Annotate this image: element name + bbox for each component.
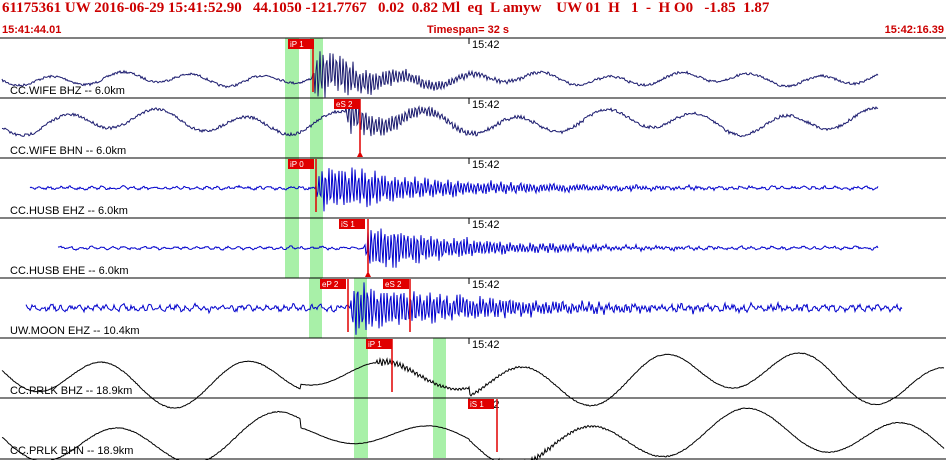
- waveform: [1, 407, 945, 460]
- trace-panel[interactable]: 15:42 UW.MOON EHZ -- 10.4km eP 2 eS 2: [0, 277, 946, 338]
- pick-flag[interactable]: [383, 279, 409, 289]
- pick-flag-label: iP 1: [290, 40, 304, 49]
- event-header: 61175361 UW 2016-06-29 15:41:52.90 44.10…: [0, 0, 946, 24]
- pick-flag[interactable]: [334, 99, 360, 109]
- time-window-highlight: [285, 158, 299, 218]
- time-window-highlight: [354, 338, 368, 398]
- pick-flag-label: iS 1: [341, 220, 355, 229]
- station-label: CC.WIFE BHN -- 6.0km: [10, 145, 126, 157]
- end-time-label: 15:42:16.39: [884, 24, 944, 36]
- pick-flag[interactable]: [288, 159, 314, 169]
- event-summary-line: 61175361 UW 2016-06-29 15:41:52.90 44.10…: [2, 0, 770, 16]
- waveform: [25, 282, 903, 335]
- timespan-label: Timespan= 32 s: [427, 24, 510, 36]
- waveform: [1, 51, 879, 98]
- station-label: CC.WIFE BHZ -- 6.0km: [10, 85, 125, 97]
- time-window-highlight: [433, 338, 446, 398]
- time-window-highlight: [310, 98, 323, 158]
- waveform: [29, 167, 879, 212]
- time-window-highlight: [354, 398, 368, 458]
- trace-panel[interactable]: 15:42 CC.WIFE BHZ -- 6.0km iP 1: [0, 37, 946, 98]
- minute-label: 15:42: [472, 339, 500, 351]
- pick-flag[interactable]: [339, 219, 365, 229]
- pick-flag[interactable]: [288, 39, 314, 49]
- time-window-highlight: [433, 398, 446, 458]
- station-label: CC.HUSB EHZ -- 6.0km: [10, 205, 128, 217]
- pick-flag[interactable]: [366, 339, 392, 349]
- station-label: CC.PRLK BHZ -- 18.9km: [10, 385, 132, 397]
- waveform: [57, 228, 879, 268]
- pick-flag-label: eP 2: [322, 280, 339, 289]
- pick-flag-label: eS 2: [385, 280, 402, 289]
- pick-flag[interactable]: [468, 399, 494, 409]
- waveform: [1, 100, 879, 138]
- pick-arrow-icon: [357, 151, 363, 157]
- waveform: [1, 352, 945, 409]
- minute-label: 15:42: [472, 279, 500, 291]
- time-window-highlight: [285, 98, 299, 158]
- station-label: UW.MOON EHZ -- 10.4km: [10, 325, 140, 337]
- pick-flag-label: iS 1: [470, 400, 484, 409]
- pick-flag-label: iP 1: [368, 340, 382, 349]
- start-time-label: 15:41:44.01: [2, 24, 62, 36]
- time-window-highlight: [285, 218, 299, 278]
- pick-arrow-icon: [365, 271, 371, 277]
- trace-panel[interactable]: 15:42 CC.HUSB EHE -- 6.0km iS 1: [0, 217, 946, 278]
- pick-flag-label: eS 2: [336, 100, 353, 109]
- minute-label: 15:42: [472, 39, 500, 51]
- station-label: CC.PRLK BHN -- 18.9km: [10, 445, 133, 457]
- trace-panel[interactable]: 15:42 CC.PRLK BHZ -- 18.9km iP 1: [0, 337, 946, 409]
- minute-label: 15:42: [472, 159, 500, 171]
- trace-panel[interactable]: 15:42 CC.HUSB EHZ -- 6.0km iP 0: [0, 157, 946, 218]
- minute-label: 15:42: [472, 99, 500, 111]
- trace-panel[interactable]: 15:42 CC.WIFE BHN -- 6.0km eS 2: [0, 97, 946, 158]
- station-label: CC.HUSB EHE -- 6.0km: [10, 265, 129, 277]
- pick-flag-label: iP 0: [290, 160, 304, 169]
- minute-label: 15:42: [472, 219, 500, 231]
- pick-flag[interactable]: [320, 279, 346, 289]
